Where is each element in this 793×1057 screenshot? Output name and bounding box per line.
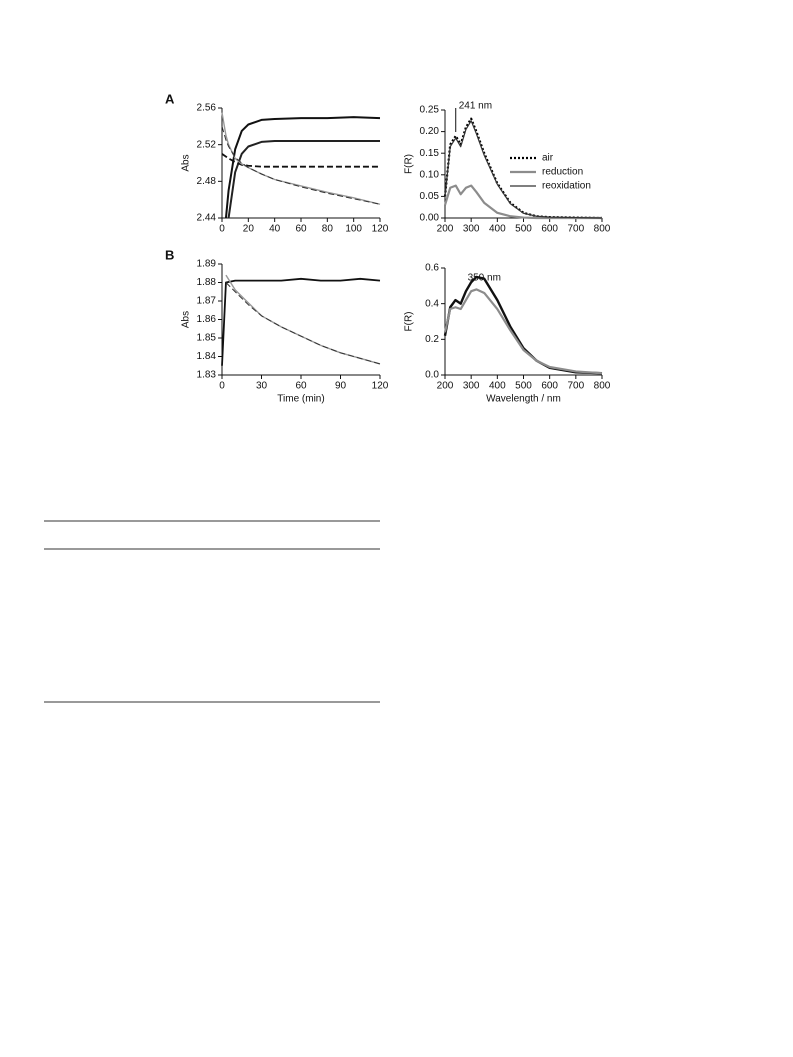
x-tick-label: 30 (256, 381, 268, 392)
x-tick-label: 0 (219, 381, 225, 392)
y-axis-label: Abs (181, 154, 192, 171)
x-axis-label: Time (min) (277, 394, 324, 405)
x-tick-label: 200 (437, 224, 454, 235)
y-tick-label: 0.10 (420, 169, 440, 180)
y-tick-label: 1.84 (197, 351, 217, 362)
y-tick-label: 2.48 (197, 176, 217, 187)
y-tick-label: 0.00 (420, 213, 440, 224)
y-tick-label: 2.52 (197, 139, 217, 150)
data-line (443, 184, 602, 220)
y-tick-label: 0.15 (420, 148, 440, 159)
y-tick-label: 1.88 (197, 277, 217, 288)
x-tick-label: 60 (295, 381, 307, 392)
y-tick-label: 1.83 (197, 370, 217, 381)
x-tick-label: 120 (372, 381, 389, 392)
y-tick-label: 0.0 (425, 370, 439, 381)
x-tick-label: 300 (463, 381, 480, 392)
x-tick-label: 400 (489, 381, 506, 392)
data-line (224, 116, 381, 219)
data-line (221, 277, 381, 366)
legend-label: reoxidation (542, 181, 591, 192)
data-line (225, 274, 381, 365)
y-tick-label: 0.05 (420, 191, 440, 202)
x-tick-label: 400 (489, 224, 506, 235)
x-tick-label: 600 (541, 224, 558, 235)
x-tick-label: 700 (567, 224, 584, 235)
data-line (221, 153, 380, 168)
data-line (227, 140, 380, 219)
data-line (443, 275, 603, 375)
x-tick-label: 120 (372, 224, 389, 235)
x-tick-label: 90 (335, 381, 347, 392)
y-tick-label: 2.44 (197, 213, 217, 224)
x-tick-label: 0 (219, 224, 225, 235)
data-line (225, 282, 381, 365)
data-line (444, 120, 603, 219)
panel-label: A (165, 91, 175, 106)
x-tick-label: 700 (567, 381, 584, 392)
x-tick-label: 20 (243, 224, 255, 235)
x-tick-label: 40 (269, 224, 281, 235)
y-axis-label: Abs (181, 311, 192, 328)
annotation: 241 nm (459, 101, 492, 112)
y-tick-label: 1.89 (197, 259, 217, 270)
data-line (443, 288, 603, 375)
x-tick-label: 500 (515, 224, 532, 235)
x-axis-label: Wavelength / nm (486, 394, 561, 405)
data-line (221, 126, 381, 205)
y-tick-label: 0.4 (425, 298, 439, 309)
x-tick-label: 500 (515, 381, 532, 392)
legend-label: air (542, 153, 554, 164)
x-tick-label: 200 (437, 381, 454, 392)
x-tick-label: 800 (594, 381, 611, 392)
y-axis-label: F(R) (404, 312, 415, 332)
x-tick-label: 600 (541, 381, 558, 392)
panel-label: B (165, 247, 174, 262)
legend-label: reduction (542, 167, 583, 178)
y-tick-label: 2.56 (197, 103, 217, 114)
y-tick-label: 1.85 (197, 333, 217, 344)
annotation: 350 nm (468, 273, 501, 284)
x-tick-label: 100 (345, 224, 362, 235)
y-tick-label: 1.87 (197, 296, 217, 307)
x-tick-label: 80 (322, 224, 334, 235)
x-tick-label: 60 (295, 224, 307, 235)
y-tick-label: 0.2 (425, 334, 439, 345)
y-tick-label: 0.25 (420, 105, 440, 116)
x-tick-label: 300 (463, 224, 480, 235)
y-tick-label: 1.86 (197, 314, 217, 325)
y-tick-label: 0.20 (420, 126, 440, 137)
y-tick-label: 0.6 (425, 263, 439, 274)
y-axis-label: F(R) (404, 154, 415, 174)
x-tick-label: 800 (594, 224, 611, 235)
